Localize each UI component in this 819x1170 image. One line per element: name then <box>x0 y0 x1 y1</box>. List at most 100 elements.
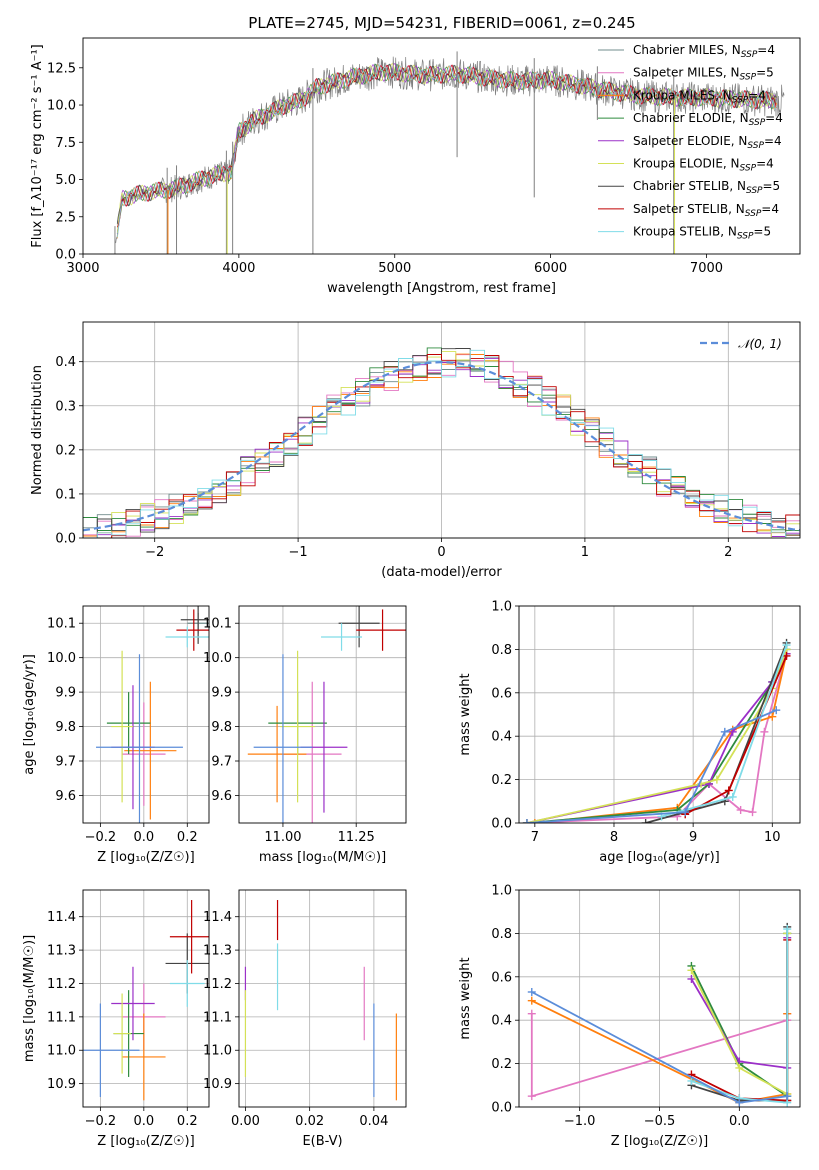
y-tick-label: 1.0 <box>491 884 512 899</box>
series-line-salpeter_elodie <box>526 653 788 823</box>
errorbar-point-salpeter_miles <box>122 702 166 806</box>
series-marker-kroupa_miles <box>527 996 536 1005</box>
y-tick-label: 12.5 <box>47 61 76 76</box>
axes-frame <box>518 889 801 1108</box>
y-tick-label: 0.0 <box>55 248 76 263</box>
x-tick-label: 5000 <box>378 261 411 276</box>
massweight_vs_age-axes: 7 8 9 10 0.0 0.2 0.4 0.6 0.8 1.0 age [log₁₀(age/yr… <box>458 600 801 865</box>
y-tick-label: 0.1 <box>55 487 76 502</box>
x-tick-label: 0.04 <box>359 1114 388 1129</box>
legend-label: Chabrier STELIB, NSSP=5 <box>633 179 780 196</box>
axes-frame <box>518 605 801 824</box>
axes-frame <box>82 37 801 255</box>
age_vs_Z-axes: −0.2 0.0 0.2 9.6 9.7 9.8 9.9 10.0 10.1 Z [log₁₀(Z… <box>22 605 210 865</box>
y-tick-label: 11.4 <box>203 910 232 925</box>
series-marker-kroupa_stelib <box>687 1076 696 1085</box>
x-tick-label: 3000 <box>66 261 99 276</box>
y-tick-label: 0.0 <box>491 817 512 832</box>
residuals-axes: −2 −1 0 1 2 0.0 0.1 0.2 0.3 0.4 (data-model)/error… <box>30 321 801 580</box>
errorbar-point-kroupa_miles <box>122 1013 166 1101</box>
y-tick-label: 11.2 <box>203 977 232 992</box>
errorbar-point-kroupa_miles <box>247 705 307 803</box>
y-tick-label: 0.8 <box>491 643 512 658</box>
series-marker-chabrier_stelib <box>641 819 650 823</box>
mass_vs_ebv-plot-area <box>244 900 397 1101</box>
data-spectrum <box>115 56 785 244</box>
errorbar-point-kroupa_elodie <box>111 650 133 803</box>
x-tick-label: −0.2 <box>85 1114 117 1129</box>
y-axis-label: mass [log₁₀(M/M☉)] <box>22 935 37 1062</box>
y-tick-label: 10.1 <box>203 617 232 632</box>
y-tick-label: 11.4 <box>47 910 76 925</box>
age_vs_mass-axes: 11.00 11.25 9.6 9.7 9.8 9.9 10.0 10.1 mass [log₁… <box>203 605 407 865</box>
errorbar-point-normal <box>83 1003 140 1097</box>
x-tick-label: −0.2 <box>85 830 117 845</box>
y-tick-label: 11.0 <box>47 1044 76 1059</box>
model-spectrum-salpeter_stelib <box>116 64 777 228</box>
residuals-legend: 𝒩(0, 1) <box>700 337 782 351</box>
errorbar-point-kroupa_stelib <box>321 623 363 651</box>
series-marker-kroupa_stelib <box>728 792 737 801</box>
errorbar-point-kroupa_elodie <box>280 650 316 803</box>
y-axis-label: age [log₁₀(age/yr)] <box>22 654 37 775</box>
y-tick-label: 1.0 <box>491 600 512 615</box>
series-line-normal <box>526 709 777 823</box>
legend-label: 𝒩(0, 1) <box>738 337 782 351</box>
axes-frame <box>82 605 210 824</box>
x-axis-label: mass [log₁₀(M/M☉)] <box>259 850 386 865</box>
x-axis-label: wavelength [Angstrom, rest frame] <box>327 281 556 296</box>
x-axis-label: Z [log₁₀(Z/Z☉)] <box>611 1134 708 1149</box>
age_vs_Z-plot-area <box>96 606 209 823</box>
normal-curve <box>83 360 800 532</box>
x-tick-label: 11.00 <box>264 830 301 845</box>
massweight_vs_Z-axes: −1.0 −0.5 0.0 0.0 0.2 0.4 0.6 0.8 1.0 Z [log₁₀(Z/… <box>458 884 801 1149</box>
x-tick-label: 4000 <box>222 261 255 276</box>
x-tick-label: 0.2 <box>177 830 198 845</box>
axes-frame <box>82 889 210 1108</box>
axes-frame <box>238 605 407 824</box>
legend-label: Kroupa STELIB, NSSP=5 <box>633 225 771 242</box>
y-tick-label: 10.1 <box>47 617 76 632</box>
legend-label: Kroupa MILES, NSSP=4 <box>633 88 766 105</box>
series-marker-normal <box>720 727 729 736</box>
legend-label: Chabrier MILES, NSSP=4 <box>633 43 775 60</box>
errorbar-point-kroupa_stelib <box>165 626 209 648</box>
x-axis-label: Z [log₁₀(Z/Z☉)] <box>97 850 194 865</box>
y-tick-label: 5.0 <box>55 173 76 188</box>
y-tick-label: 10.0 <box>203 651 232 666</box>
series-line-chabrier_stelib <box>645 642 788 823</box>
series-marker-salpeter_miles <box>736 805 745 814</box>
series-marker-kroupa_stelib <box>782 641 791 650</box>
model-spectrum-kroupa_stelib <box>116 64 777 238</box>
y-tick-label: 0.6 <box>491 970 512 985</box>
x-tick-label: 0.00 <box>231 1114 260 1129</box>
x-tick-label: 0.0 <box>133 1114 154 1129</box>
axes-frame <box>238 889 407 1108</box>
series-marker-salpeter_miles <box>527 1009 536 1018</box>
x-tick-label: 9 <box>689 830 697 845</box>
series-marker-salpeter_miles <box>760 727 769 736</box>
series-marker-kroupa_elodie <box>687 966 696 975</box>
x-tick-label: 6000 <box>534 261 567 276</box>
y-tick-label: 9.9 <box>55 686 76 701</box>
errorbar-point-chabrier_stelib <box>180 606 209 644</box>
mass_vs_Z-plot-area <box>83 900 209 1101</box>
series-marker-salpeter_miles <box>527 1092 536 1101</box>
y-tick-label: 0.6 <box>491 686 512 701</box>
legend-label: Salpeter MILES, NSSP=5 <box>633 66 774 83</box>
y-tick-label: 10.9 <box>47 1077 76 1092</box>
x-tick-label: 1 <box>581 545 589 560</box>
y-tick-label: 0.4 <box>491 1014 512 1029</box>
x-axis-label: E(B-V) <box>302 1134 342 1149</box>
y-tick-label: 0.2 <box>491 1057 512 1072</box>
x-tick-label: −1.0 <box>564 1114 596 1129</box>
series-marker-normal <box>772 706 781 715</box>
errorbar-point-chabrier_stelib <box>338 606 380 648</box>
x-tick-label: 2 <box>724 545 732 560</box>
y-tick-label: 0.8 <box>491 927 512 942</box>
errorbar-point-chabrier_elodie <box>106 692 151 755</box>
x-tick-label: 0.02 <box>295 1114 324 1129</box>
histogram-kroupa_stelib <box>83 349 800 538</box>
y-tick-label: 0.0 <box>491 1101 512 1116</box>
